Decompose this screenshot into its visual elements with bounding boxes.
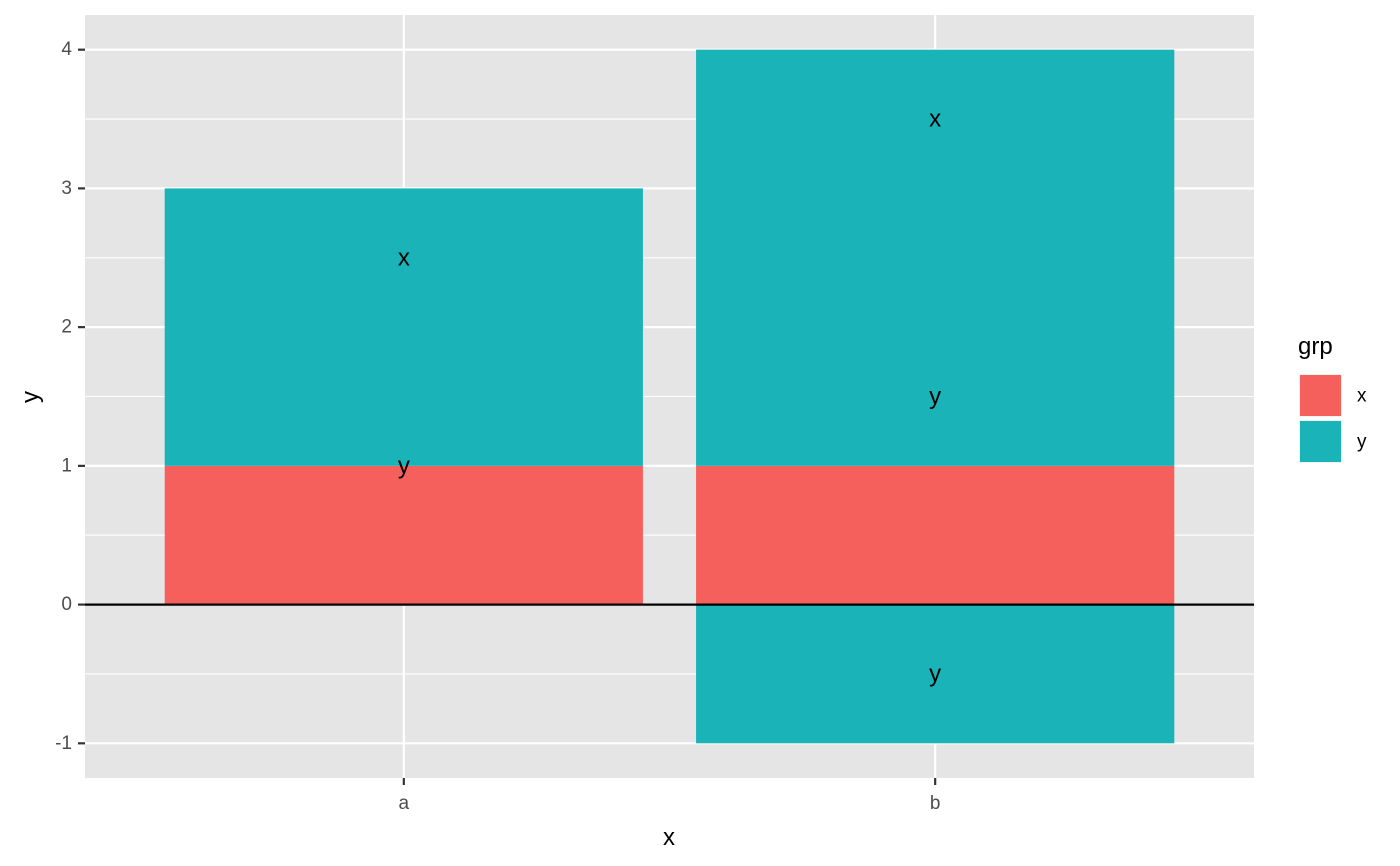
y-tick-label: 4 xyxy=(61,39,72,60)
x-tick-label: a xyxy=(399,793,410,814)
legend: grp x y xyxy=(1298,333,1367,463)
legend-label-x: x xyxy=(1357,386,1367,407)
y-tick-label: 3 xyxy=(61,178,72,199)
bar-a-y xyxy=(164,188,643,466)
y-tick-label: 0 xyxy=(61,594,72,615)
y-axis-title: y xyxy=(17,391,44,403)
bar-b-x xyxy=(696,465,1175,605)
legend-title: grp xyxy=(1298,333,1333,360)
bar-b-y-negative xyxy=(696,604,1175,744)
bar-b-y xyxy=(696,49,1175,466)
bars xyxy=(164,49,1175,744)
x-axis-title: x xyxy=(663,824,675,851)
legend-swatch-x xyxy=(1300,375,1341,416)
y-tick-label: -1 xyxy=(55,733,72,754)
bar-label-b-y: y xyxy=(929,660,941,687)
x-tick-label: b xyxy=(930,793,941,814)
bar-a-x xyxy=(164,465,643,605)
bar-label-a-y: y xyxy=(398,452,410,479)
y-axis: -1 0 1 2 3 4 xyxy=(55,39,85,754)
legend-label-y: y xyxy=(1357,432,1367,453)
y-tick-label: 2 xyxy=(61,317,72,338)
bar-label-b-x: x xyxy=(929,106,941,133)
y-tick-label: 1 xyxy=(61,455,72,476)
bar-label-a-x: x xyxy=(398,244,410,271)
legend-swatch-y xyxy=(1300,421,1341,462)
bar-label-b-y: y xyxy=(929,383,941,410)
bar-labels: y x y x y xyxy=(398,106,941,688)
